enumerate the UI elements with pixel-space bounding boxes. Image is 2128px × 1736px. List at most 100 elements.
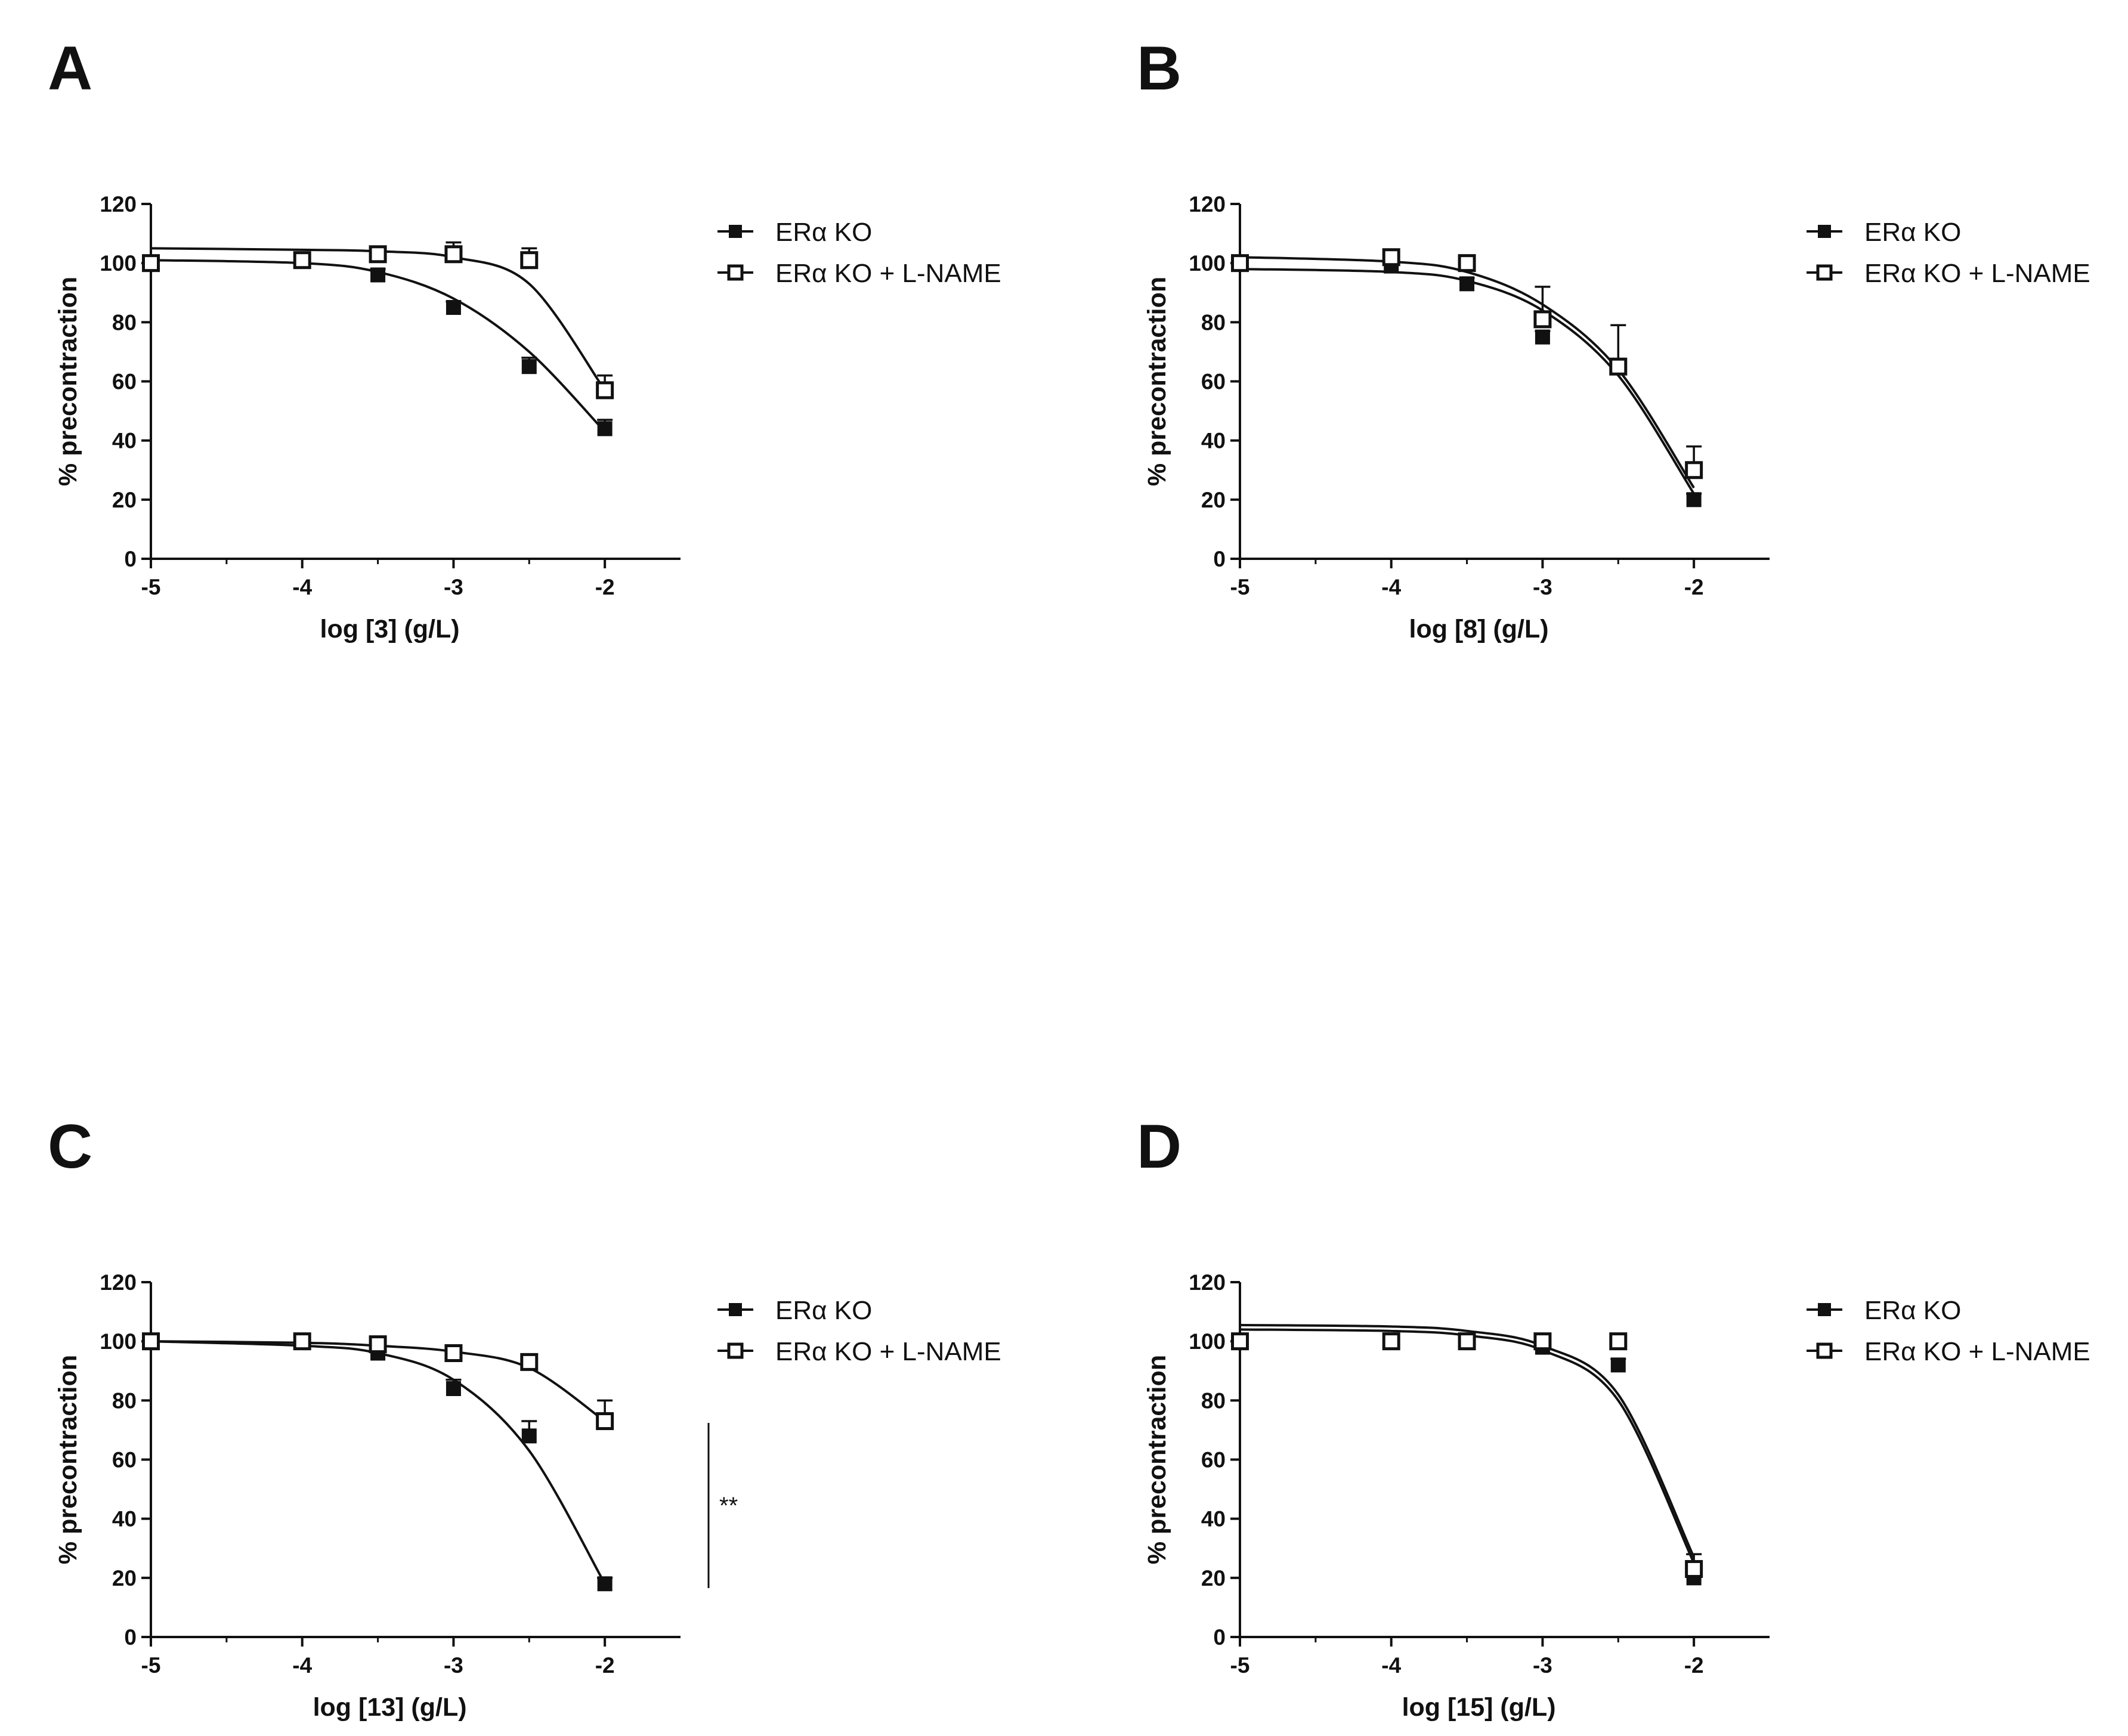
y-tick-label: 120 (1189, 192, 1226, 216)
y-tick-label: 40 (112, 429, 137, 453)
x-tick-label: -5 (1230, 1653, 1250, 1678)
y-tick-label: 60 (112, 1448, 137, 1472)
legend-marker (1816, 1342, 1833, 1359)
legend: ERα KO ERα KO + L-NAME (717, 1296, 1001, 1366)
x-axis-title: log [8] (g/L) (1409, 615, 1549, 643)
series-era-ko (143, 252, 613, 437)
fit-curve (1239, 256, 1695, 489)
panel-letter: C (48, 1112, 92, 1181)
y-tick-label: 40 (1201, 429, 1226, 453)
data-point (1458, 254, 1476, 273)
data-point (1609, 1332, 1628, 1351)
fit-curve (1239, 268, 1695, 494)
legend-label: ERα KO + L-NAME (775, 1337, 1001, 1366)
legend-label: ERα KO (1864, 1296, 1961, 1325)
fit-curve (150, 259, 606, 433)
x-axis-title: log [13] (g/L) (313, 1693, 467, 1722)
y-tick-label: 80 (112, 310, 137, 335)
fit-curve (150, 1340, 606, 1422)
series-era-ko (1232, 255, 1702, 508)
legend-label: ERα KO (775, 218, 872, 247)
legend-marker (727, 1342, 744, 1359)
legend-marker (1816, 264, 1833, 281)
y-tick-label: 80 (112, 1388, 137, 1413)
y-tick-label: 100 (1189, 1329, 1226, 1354)
data-point (293, 251, 311, 270)
data-point (369, 245, 387, 264)
y-tick-label: 40 (1201, 1507, 1226, 1531)
y-tick-label: 20 (112, 488, 137, 512)
x-tick-label: -2 (1684, 575, 1704, 599)
fit-curve (1239, 1328, 1695, 1564)
data-point (370, 267, 386, 283)
data-point (446, 1381, 461, 1396)
series-era-ko (143, 1333, 613, 1592)
data-point (597, 1576, 613, 1592)
data-point (142, 254, 160, 273)
fit-curve (150, 247, 606, 391)
x-tick-label: -3 (1533, 1653, 1552, 1678)
series-era-ko (1232, 1328, 1702, 1586)
x-axis-title: log [3] (g/L) (320, 615, 460, 643)
series-era-ko-l-name (142, 241, 614, 400)
x-tick-label: -3 (444, 575, 463, 599)
data-point (1382, 1332, 1400, 1351)
legend-marker (1818, 1303, 1831, 1316)
data-point (444, 1344, 463, 1362)
legend-marker (727, 264, 744, 281)
data-point (142, 1332, 160, 1351)
x-tick-label: -2 (1684, 1653, 1704, 1678)
panel-letter: B (1137, 34, 1181, 103)
data-point (446, 300, 461, 315)
significance-label: ** (719, 1493, 738, 1519)
data-point (1686, 492, 1702, 508)
y-tick-label: 120 (1189, 1270, 1226, 1295)
data-point (1533, 310, 1552, 329)
x-axis-title: log [15] (g/L) (1402, 1693, 1556, 1722)
y-tick-label: 60 (1201, 370, 1226, 394)
x-tick-label: -5 (141, 1653, 161, 1678)
data-point (596, 381, 614, 400)
panel-letter: A (48, 34, 92, 103)
chart-panel-c: C 0 20 40 60 80 100 120 -5 -4 -3 -2 log [13] (g/L) % … (48, 1112, 1001, 1722)
data-point (369, 1335, 387, 1354)
x-tick-label: -4 (1381, 575, 1401, 599)
x-tick-label: -5 (1230, 575, 1250, 599)
data-point (444, 245, 463, 264)
data-point (520, 1353, 539, 1371)
data-point (1231, 254, 1249, 273)
y-tick-label: 60 (1201, 1448, 1226, 1472)
y-tick-label: 100 (100, 251, 137, 276)
y-tick-label: 40 (112, 1507, 137, 1531)
chart-panel-d: D 0 20 40 60 80 100 120 -5 -4 -3 -2 log [15] (g/L) % … (1137, 1112, 2090, 1722)
legend-marker (729, 1303, 742, 1316)
chart-panel-b: B 0 20 40 60 80 100 120 -5 -4 -3 -2 log [8] (g/L) % p… (1137, 34, 2090, 643)
data-point (1609, 357, 1628, 376)
data-point (1533, 1332, 1552, 1351)
y-tick-label: 0 (1213, 547, 1226, 571)
series-era-ko-l-name (1231, 248, 1703, 489)
y-axis-title: % precontraction (54, 277, 82, 486)
data-point (1685, 1559, 1703, 1578)
data-point (1459, 276, 1475, 292)
legend: ERα KO ERα KO + L-NAME (1807, 1296, 2090, 1366)
legend-label: ERα KO + L-NAME (775, 259, 1001, 288)
legend-label: ERα KO + L-NAME (1864, 1337, 2090, 1366)
x-tick-label: -4 (1381, 1653, 1401, 1678)
legend-marker (729, 225, 742, 238)
x-tick-label: -3 (444, 1653, 463, 1678)
y-tick-label: 120 (100, 1270, 137, 1295)
x-tick-label: -2 (595, 1653, 615, 1678)
y-axis-title: % precontraction (54, 1355, 82, 1564)
data-point (521, 1428, 537, 1444)
y-tick-label: 80 (1201, 310, 1226, 335)
data-point (596, 1412, 614, 1431)
y-tick-label: 20 (1201, 488, 1226, 512)
data-point (1458, 1332, 1476, 1351)
fit-curve (1239, 1323, 1695, 1558)
data-point (520, 251, 539, 270)
data-point (1535, 329, 1550, 345)
series-era-ko-l-name (142, 1332, 614, 1431)
x-tick-label: -5 (141, 575, 161, 599)
series-era-ko-l-name (1231, 1323, 1703, 1578)
